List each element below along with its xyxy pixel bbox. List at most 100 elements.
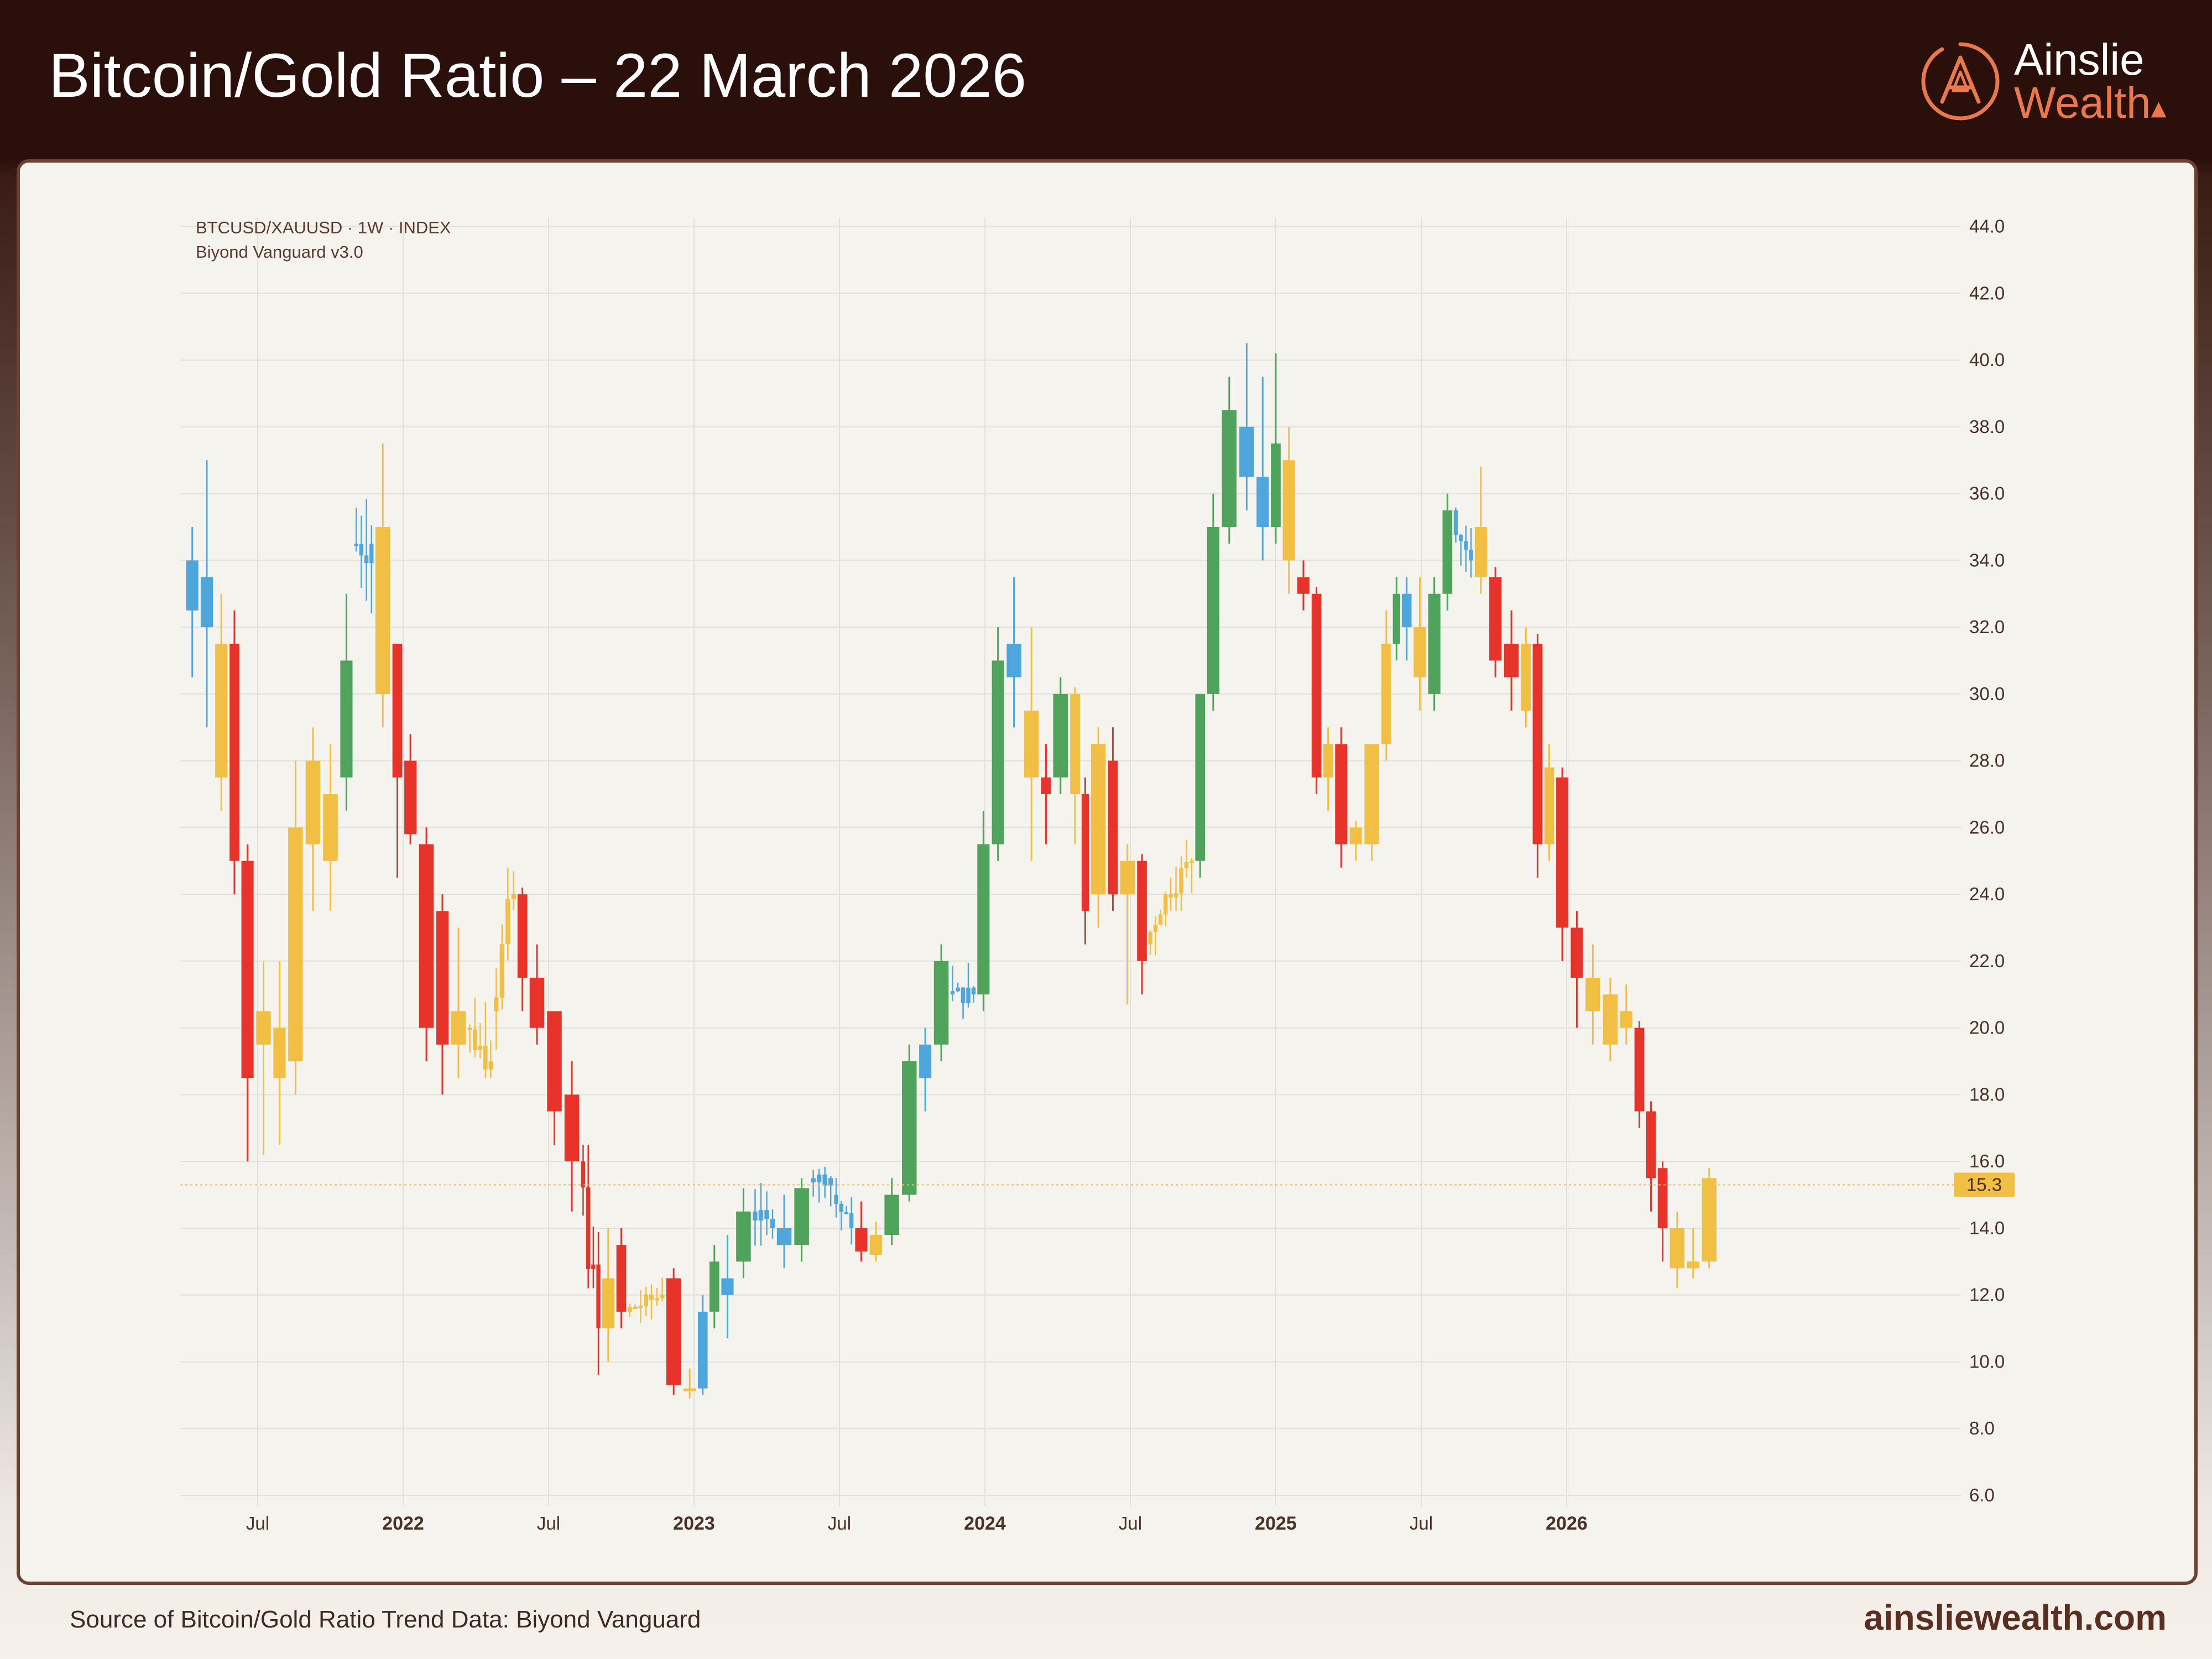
candle-body	[1464, 541, 1468, 550]
candle-body	[1521, 644, 1531, 711]
candle-body	[660, 1295, 665, 1298]
candle-body	[776, 1228, 792, 1245]
candle-body	[1687, 1261, 1699, 1269]
candle-body	[1702, 1178, 1717, 1262]
candle-body	[1442, 510, 1453, 594]
candle-body	[869, 1235, 882, 1255]
y-tick-label: 40.0	[1969, 349, 2005, 370]
candle-body	[499, 944, 505, 998]
axes: 44.0 42.0 40.0 38.0 36.0 34.0 32.0 30.0 28.0 26.0…	[180, 216, 2015, 1534]
candle-body	[186, 560, 199, 611]
candle-body	[977, 844, 990, 995]
candle-body	[1474, 526, 1487, 577]
candle-body	[1153, 925, 1158, 932]
candle-body	[1137, 860, 1147, 961]
x-tick-label: 2023	[673, 1513, 715, 1534]
candle-body	[950, 991, 955, 995]
ainslie-a-logo-icon	[1921, 42, 2000, 121]
candle-body	[1469, 549, 1473, 561]
candle-body	[369, 544, 374, 564]
candle-body	[323, 794, 338, 861]
y-tick-label: 28.0	[1969, 750, 2005, 771]
y-tick-label: 38.0	[1969, 416, 2005, 437]
candle-body	[340, 660, 353, 778]
logo-line1: Ainslie	[2014, 35, 2145, 84]
candle-body	[596, 1264, 601, 1329]
candle-body	[229, 644, 239, 861]
y-tick-label: 10.0	[1969, 1351, 2005, 1371]
candle-body	[1041, 777, 1051, 795]
grid-lines	[180, 218, 1961, 1506]
candle-body	[849, 1213, 854, 1228]
candle-body	[591, 1264, 596, 1269]
candle-body	[1364, 744, 1379, 844]
candle-body	[839, 1203, 843, 1212]
candle-body	[451, 1011, 466, 1045]
footer-site-link[interactable]: ainsliewealth.com	[1864, 1598, 2167, 1637]
candle-body	[1158, 914, 1163, 925]
candle-body	[200, 577, 213, 628]
candle-body	[1271, 444, 1281, 527]
candle-body	[529, 978, 545, 1028]
candle-body	[855, 1228, 868, 1252]
candle-body	[1053, 693, 1068, 778]
candle-body	[273, 1027, 286, 1078]
candle-body	[586, 1187, 591, 1269]
candle-body	[547, 1011, 562, 1112]
candle-body	[256, 1011, 271, 1045]
candle-body	[1222, 410, 1237, 527]
candle-body	[1657, 1168, 1668, 1228]
x-tick-label: 2025	[1255, 1513, 1297, 1534]
candle-body	[1453, 510, 1458, 535]
x-tick-label: Jul	[246, 1513, 269, 1533]
candle-body	[1184, 862, 1189, 869]
logo-line2: Wealth▴	[2014, 77, 2167, 128]
ainslie-wealth-logo: Ainslie Wealth▴	[1919, 34, 2179, 128]
x-tick-label: 2026	[1546, 1513, 1588, 1534]
candle-body	[644, 1294, 649, 1306]
candle-body	[666, 1278, 681, 1385]
candle-body	[1120, 860, 1135, 895]
candle-body	[364, 555, 369, 564]
candle-body	[816, 1174, 822, 1183]
last-value-tag	[1954, 1172, 2015, 1197]
candle-body	[483, 1046, 488, 1070]
candle-body	[436, 911, 449, 1045]
candle-body	[354, 544, 358, 546]
candle-body	[478, 1046, 483, 1050]
candle-body	[1458, 535, 1463, 541]
candle-body	[1634, 1027, 1645, 1112]
y-tick-label: 6.0	[1969, 1485, 1995, 1505]
candle-body	[1282, 460, 1295, 561]
candle-body	[1195, 693, 1206, 861]
candle-body	[1168, 894, 1173, 898]
candle-body	[811, 1178, 816, 1183]
candle-body	[1239, 426, 1254, 477]
candle-body	[1335, 744, 1348, 844]
y-tick-label: 18.0	[1969, 1084, 2005, 1104]
candle-body	[288, 827, 303, 1062]
logo-dot-icon: ▴	[2151, 90, 2167, 124]
candle-body	[1603, 994, 1618, 1045]
candle-body	[419, 844, 434, 1028]
candle-body	[467, 1027, 472, 1030]
y-tick-label: 22.0	[1969, 951, 2005, 971]
candle-body	[1108, 760, 1118, 895]
candle-body	[1489, 577, 1502, 661]
page-title: Bitcoin/Gold Ratio – 22 March 2026	[49, 41, 1027, 110]
candle-body	[1256, 477, 1269, 527]
candle-body	[654, 1298, 659, 1301]
last-value-label: 15.3	[1966, 1174, 2002, 1194]
y-tick-label: 26.0	[1969, 817, 2005, 837]
y-tick-label: 34.0	[1969, 550, 2005, 570]
candle-body	[488, 1061, 493, 1070]
candle-body	[956, 987, 960, 992]
candle-body	[215, 644, 228, 778]
logo-line2-text: Wealth	[2014, 78, 2151, 127]
candlestick-chart: 44.0 42.0 40.0 38.0 36.0 34.0 32.0 30.0 28.0 26.0…	[180, 216, 2015, 1534]
candle-body	[1556, 777, 1569, 928]
candle-body	[822, 1174, 827, 1186]
candle-body	[992, 660, 1004, 844]
candle-body	[971, 987, 976, 995]
candle-body	[638, 1306, 643, 1308]
